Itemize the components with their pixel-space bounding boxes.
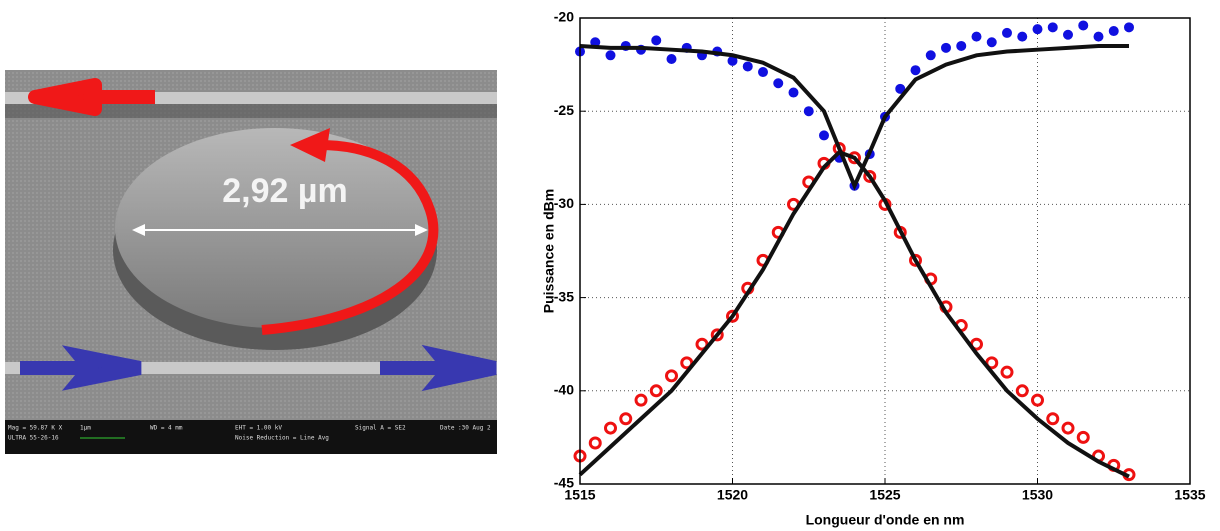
x-tick-label: 1530	[1022, 487, 1053, 503]
info-text: EHT = 1.00 kV	[235, 425, 282, 432]
info-text: 1µm	[80, 425, 91, 432]
x-tick-label: 1525	[869, 487, 900, 503]
dot-point	[895, 83, 906, 94]
dot-point	[1032, 24, 1043, 35]
info-text: Signal A = SE2	[355, 425, 406, 432]
ring-point	[604, 421, 617, 435]
ring-point	[1031, 393, 1044, 407]
y-tick-label: -35	[554, 288, 574, 304]
arrow-right	[380, 344, 497, 392]
info-text: Date :30 Aug 2	[440, 425, 491, 432]
fit-curve	[579, 43, 1129, 191]
ring-point	[695, 337, 709, 351]
dot-point	[1047, 22, 1058, 33]
dot-point	[742, 61, 753, 72]
dot-point	[605, 50, 616, 61]
dot-point	[986, 37, 997, 48]
dot-point	[788, 87, 799, 98]
ring-arrowhead	[290, 128, 330, 162]
ring-point	[1076, 430, 1090, 444]
arrow-right	[20, 345, 142, 391]
info-text: Noise Reduction = Line Avg	[235, 435, 329, 442]
info-text: Mag = 59.87 K X	[8, 425, 63, 432]
dot-point	[941, 42, 951, 53]
dot-point	[1017, 31, 1028, 42]
dot-point	[803, 106, 814, 117]
ring-point	[649, 384, 663, 398]
ring-point	[680, 356, 694, 370]
dot-point	[1002, 27, 1012, 38]
ring-point	[1061, 421, 1075, 435]
info-text: WD = 4 mm	[150, 425, 183, 432]
waveguide-shadow	[5, 104, 497, 118]
info-bar	[5, 420, 497, 454]
disk-top	[115, 128, 435, 328]
dot-point	[956, 40, 967, 51]
ring-point	[1046, 412, 1060, 426]
ring-point	[634, 393, 648, 407]
dot-point	[773, 78, 784, 89]
y-tick-label: -45	[554, 475, 574, 491]
ring-point	[1000, 365, 1014, 379]
x-axis-label: Longueur d'onde en nm	[806, 512, 965, 528]
fit-curve	[578, 149, 1130, 479]
x-tick-label: 1520	[717, 487, 748, 503]
dot-point	[925, 50, 936, 61]
dot-point	[1124, 22, 1134, 33]
ring-point	[665, 369, 678, 383]
dot-point	[819, 130, 829, 141]
dot-point	[1063, 29, 1073, 40]
dot-point	[1108, 26, 1119, 37]
dot-point	[666, 54, 677, 65]
dot-point	[1093, 31, 1104, 42]
y-tick-label: -20	[554, 9, 574, 25]
x-tick-label: 1515	[564, 487, 595, 503]
size-label: 2,92 µm	[222, 172, 347, 210]
ring-arrow	[261, 140, 439, 335]
ring-point	[1015, 384, 1029, 398]
ring-point	[619, 412, 633, 426]
dot-point	[1078, 20, 1089, 31]
arrow-left	[28, 78, 155, 116]
chart: Longueur d'onde en nm Puissance en dBm -…	[541, 9, 1206, 528]
dot-point	[971, 31, 982, 42]
ring-point	[985, 356, 999, 370]
plot-frame	[579, 17, 1191, 485]
ring-point	[588, 436, 602, 450]
x-tick-label: 1535	[1174, 487, 1205, 503]
y-tick-label: -25	[554, 102, 574, 118]
y-tick-label: -40	[554, 382, 574, 398]
dot-point	[651, 35, 662, 46]
dot-point	[758, 67, 768, 78]
info-text: ULTRA 55-26-16	[8, 435, 59, 442]
micrograph: 2,92 µm Mag = 59.87 K X 1µm WD = 4 mm EH…	[5, 70, 497, 454]
y-tick-label: -30	[554, 195, 574, 211]
y-axis-label: Puissance en dBm	[541, 189, 557, 314]
dot-point	[910, 65, 921, 76]
